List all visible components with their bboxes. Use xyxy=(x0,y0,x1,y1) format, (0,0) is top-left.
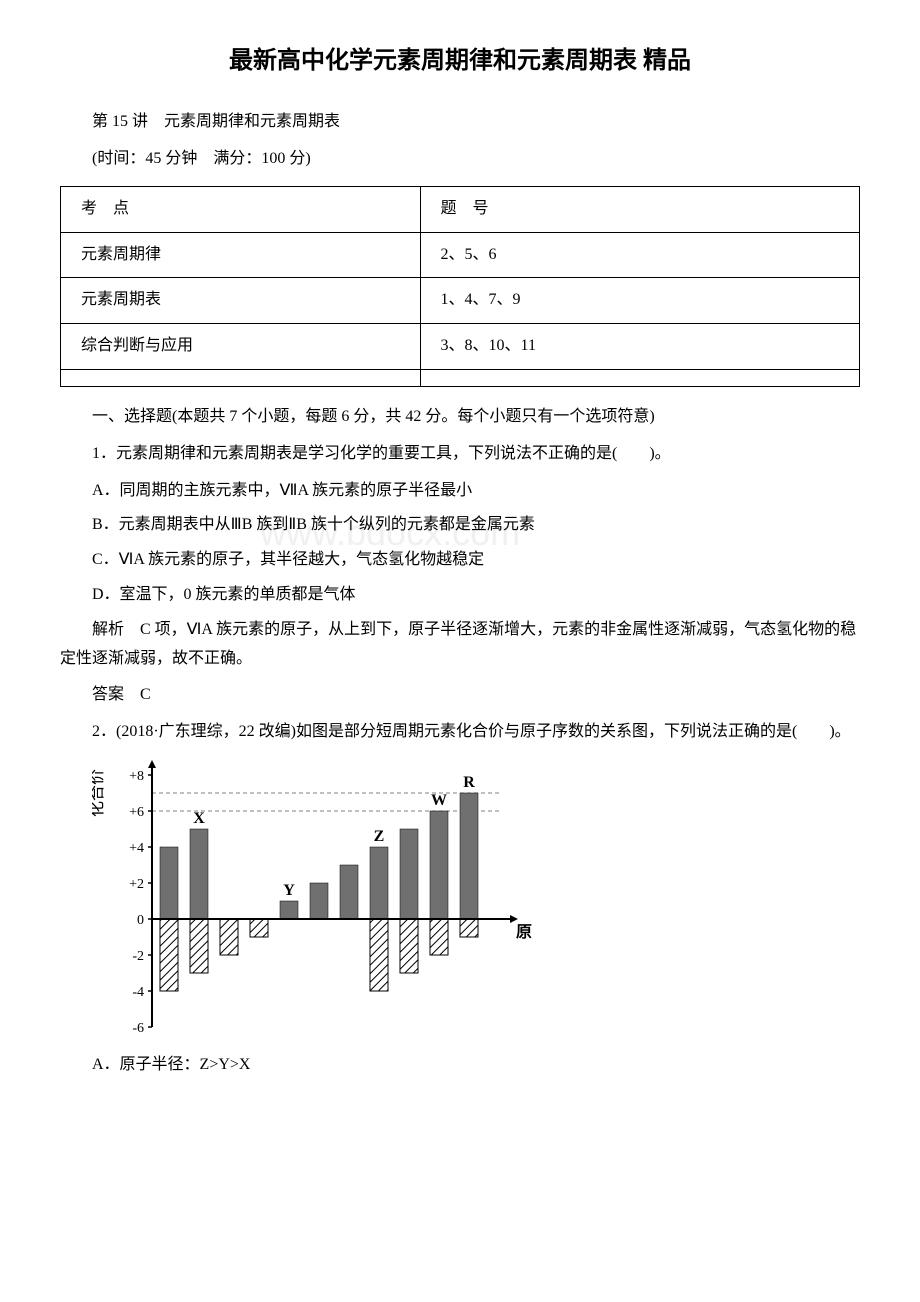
table-cell xyxy=(61,369,421,386)
svg-text:0: 0 xyxy=(137,913,144,928)
question-2: 2．(2018·广东理综，22 改编)如图是部分短周期元素化合价与原子序数的关系… xyxy=(60,718,860,747)
answer-1: 答案 C xyxy=(60,681,860,710)
table-cell: 2、5、6 xyxy=(420,232,859,278)
table-row: 元素周期律 2、5、6 xyxy=(61,232,860,278)
topic-table: 考 点 题 号 元素周期律 2、5、6 元素周期表 1、4、7、9 综合判断与应… xyxy=(60,186,860,387)
table-header: 题 号 xyxy=(420,186,859,232)
table-row: 考 点 题 号 xyxy=(61,186,860,232)
lecture-subtitle: 第 15 讲 元素周期律和元素周期表 xyxy=(60,108,860,137)
chart-svg: X Y Z WR +8 +6 +4 +2 0 -2 -4 -6 化合价原子序数 xyxy=(92,759,532,1039)
option-c: C．ⅥA 族元素的原子，其半径越大，气态氢化物越稳定 xyxy=(60,546,860,575)
table-header: 考 点 xyxy=(61,186,421,232)
doc-title: 最新高中化学元素周期律和元素周期表 精品 xyxy=(60,40,860,83)
time-info: (时间：45 分钟 满分：100 分) xyxy=(60,145,860,174)
option-a: A．同周期的主族元素中，ⅦA 族元素的原子半径最小 xyxy=(60,477,860,506)
option-b: B．元素周期表中从ⅢB 族到ⅡB 族十个纵列的元素都是金属元素 xyxy=(60,511,860,540)
valence-chart: X Y Z WR +8 +6 +4 +2 0 -2 -4 -6 化合价原子序数 xyxy=(92,759,532,1039)
svg-text:Y: Y xyxy=(283,882,295,899)
table-cell: 元素周期表 xyxy=(61,278,421,324)
svg-text:+6: +6 xyxy=(129,805,144,820)
svg-text:-2: -2 xyxy=(132,949,144,964)
table-cell xyxy=(420,369,859,386)
table-cell: 综合判断与应用 xyxy=(61,324,421,370)
table-cell: 元素周期律 xyxy=(61,232,421,278)
question-1: 1．元素周期律和元素周期表是学习化学的重要工具，下列说法不正确的是( )。 xyxy=(60,440,860,469)
svg-text:R: R xyxy=(463,774,475,791)
table-cell: 3、8、10、11 xyxy=(420,324,859,370)
table-cell: 1、4、7、9 xyxy=(420,278,859,324)
svg-text:-4: -4 xyxy=(132,985,144,1000)
svg-text:W: W xyxy=(431,792,447,809)
table-row: 元素周期表 1、4、7、9 xyxy=(61,278,860,324)
section-heading: 一、选择题(本题共 7 个小题，每题 6 分，共 42 分。每个小题只有一个选项… xyxy=(60,403,860,432)
table-row: 综合判断与应用 3、8、10、11 xyxy=(61,324,860,370)
svg-text:+8: +8 xyxy=(129,769,144,784)
option-a-q2: A．原子半径：Z>Y>X xyxy=(60,1051,860,1080)
analysis-1: 解析 C 项，ⅥA 族元素的原子，从上到下，原子半径逐渐增大，元素的非金属性逐渐… xyxy=(60,616,860,674)
svg-text:-6: -6 xyxy=(132,1021,144,1036)
svg-text:+2: +2 xyxy=(129,877,144,892)
svg-text:原子序数: 原子序数 xyxy=(516,922,532,941)
table-row xyxy=(61,369,860,386)
question-text: 1．元素周期律和元素周期表是学习化学的重要工具，下列说法不正确的是( )。 xyxy=(92,445,671,462)
option-d: D．室温下，0 族元素的单质都是气体 xyxy=(60,581,860,610)
svg-text:X: X xyxy=(193,810,205,827)
svg-text:Z: Z xyxy=(374,828,385,845)
svg-text:+4: +4 xyxy=(129,841,144,856)
svg-text:化合价: 化合价 xyxy=(92,769,106,817)
